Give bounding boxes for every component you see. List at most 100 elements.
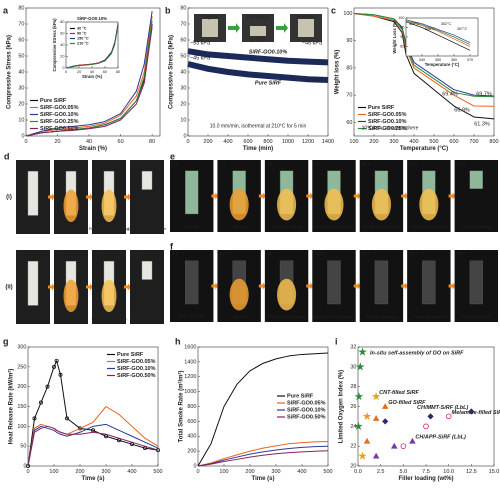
y-axis-title: Compressive Stress (kPa) xyxy=(52,18,57,72)
row-label: (i) xyxy=(6,195,12,201)
series-label: CH/MMT-SiRF (LbL) xyxy=(417,405,468,411)
arrow xyxy=(448,282,456,290)
frame-time: 1 s xyxy=(219,251,226,256)
legend-label: SiRF-GO0.10% xyxy=(117,366,156,372)
photo-sample xyxy=(202,19,218,37)
y-tick-label: 30 xyxy=(180,85,186,91)
series-line xyxy=(353,12,495,120)
panel-label: d xyxy=(4,151,10,161)
frame-caption: SiRF-GO0.10% xyxy=(178,314,206,319)
photo-label: Release xyxy=(297,14,316,20)
annotation: 69.7% xyxy=(476,91,492,97)
frame-time: 54 s xyxy=(409,251,418,256)
annotation: 69.4% xyxy=(442,91,458,97)
y-tick-label: 250 xyxy=(17,364,26,370)
y-tick-label: 0 xyxy=(183,133,186,139)
flame xyxy=(277,188,297,221)
marker xyxy=(363,437,371,444)
arrow xyxy=(228,23,240,33)
x-axis-title: Temperature (°C) xyxy=(425,62,460,67)
y-tick-label: 40 xyxy=(180,69,186,75)
series-label: GO-filled SiRF xyxy=(388,400,426,406)
marker xyxy=(391,442,398,449)
x-tick-label: 60 xyxy=(103,70,107,74)
marker xyxy=(400,443,407,449)
arrow xyxy=(401,282,409,290)
marker xyxy=(371,392,381,401)
legend-label: 90 °C xyxy=(77,32,87,36)
series-line xyxy=(25,27,153,137)
x-tick-label: 7.5 xyxy=(422,469,430,475)
series-line xyxy=(197,440,329,467)
marker xyxy=(358,451,367,460)
y-tick-label: 1200 xyxy=(184,374,196,380)
frame-time: 11 s xyxy=(267,251,276,256)
arrow xyxy=(401,192,409,200)
x-tick-label: 300 xyxy=(101,469,110,475)
frame-time: 0 s xyxy=(172,251,179,256)
y-tick-label: 100 xyxy=(398,16,404,20)
sample xyxy=(184,260,199,305)
series-line xyxy=(197,450,329,467)
legend-label: SiRF-GO0.50% xyxy=(117,373,156,379)
y-tick-label: 60 xyxy=(60,32,64,36)
flame xyxy=(101,189,117,223)
x-tick-label: 100 xyxy=(219,469,228,475)
panel-label: c xyxy=(331,5,336,15)
x-tick-label: 600 xyxy=(449,139,458,145)
x-axis-title: Strain (%) xyxy=(82,74,103,79)
sample xyxy=(141,170,153,190)
series-line xyxy=(405,20,471,47)
x-tick-label: 360 xyxy=(451,58,457,62)
x-tick-label: 400 xyxy=(409,139,418,145)
row-label: (ii) xyxy=(5,285,12,291)
arrow xyxy=(353,282,361,290)
y-tick-label: 40 xyxy=(60,43,64,47)
annotation: ~35 kPa xyxy=(302,77,323,83)
frame-caption: Ignition xyxy=(233,224,246,229)
frame-time: 3 s xyxy=(94,161,101,166)
y-tick-label: 24 xyxy=(350,424,356,430)
x-tick-label: 5.0 xyxy=(400,469,408,475)
legend-label: SiRF-GO0.50% xyxy=(287,414,326,420)
sample xyxy=(27,260,39,306)
x-tick-label: 370 xyxy=(467,58,473,62)
flame xyxy=(101,279,117,313)
marker xyxy=(58,372,63,377)
photo-label: Compress xyxy=(247,14,270,20)
marker xyxy=(468,408,475,415)
x-tick-label: 300 xyxy=(271,469,280,475)
x-axis-title: Filler loading (wt%) xyxy=(399,476,454,482)
marker xyxy=(52,364,57,369)
plot-area xyxy=(197,346,329,467)
y-tick-label: 0 xyxy=(23,463,26,469)
frame-caption: Rapid self-extinguishing xyxy=(313,314,355,319)
x-axis-title: Time (s) xyxy=(82,476,105,482)
x-tick-label: 200 xyxy=(75,469,84,475)
x-tick-label: 350 xyxy=(435,58,441,62)
series-line xyxy=(25,11,153,137)
x-tick-label: 1000 xyxy=(282,139,294,145)
arrow xyxy=(48,283,55,291)
frame-time: 1 s xyxy=(56,251,63,256)
marker xyxy=(362,411,372,421)
y-tick-label: 50 xyxy=(18,53,24,59)
arrow xyxy=(353,192,361,200)
frame-caption: Structural integrity xyxy=(460,314,492,319)
plot-area xyxy=(65,21,119,69)
marker xyxy=(355,362,365,371)
x-tick-label: 0 xyxy=(186,139,189,145)
sample xyxy=(422,260,436,305)
series-line xyxy=(27,360,159,467)
y-tick-label: 600 xyxy=(187,419,196,425)
frame-caption: Continuous combustion xyxy=(313,224,355,229)
legend-label: SiRF-GO0.05% xyxy=(40,105,79,111)
frame-time: 30 s xyxy=(362,161,371,166)
x-tick-label: 0 xyxy=(26,469,29,475)
y-tick-label: 32 xyxy=(350,344,356,350)
annotation: 10.0 mm/min, isothermal at 210°C for 5 m… xyxy=(210,123,307,129)
y-tick-label: 100 xyxy=(343,11,352,17)
x-tick-label: 20 xyxy=(54,139,60,145)
y-tick-label: 20 xyxy=(350,463,356,469)
frame-caption: Ignition xyxy=(65,316,78,321)
